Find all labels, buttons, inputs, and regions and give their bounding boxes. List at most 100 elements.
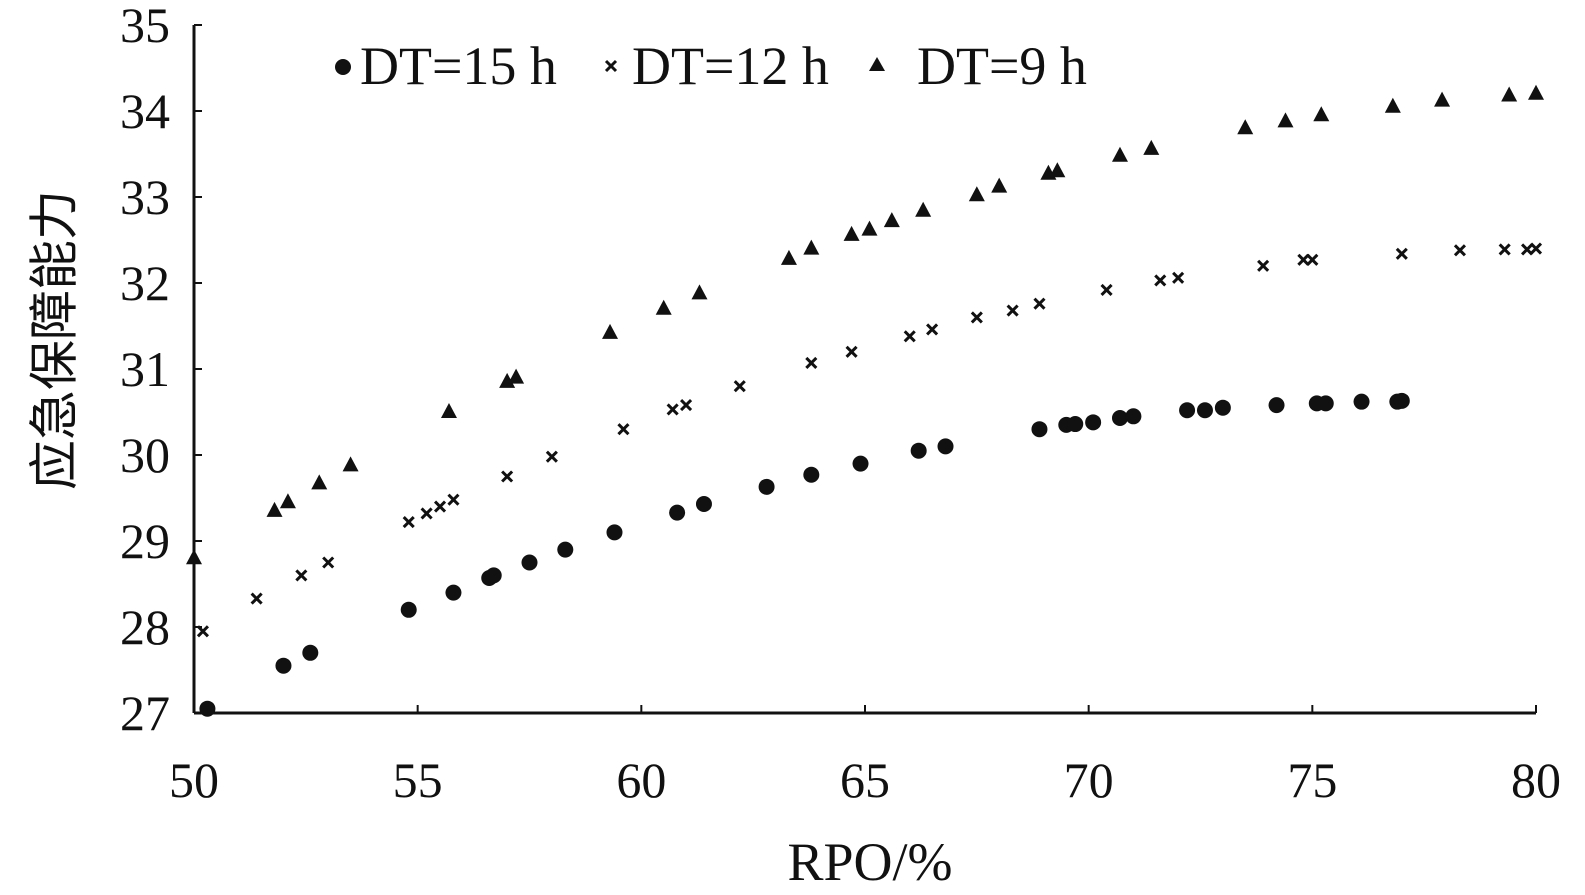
- data-point-circle: [1067, 416, 1084, 433]
- data-point-triangle: [1277, 112, 1294, 128]
- series-x: [196, 242, 1543, 638]
- x-tick-label: 70: [1064, 752, 1114, 808]
- data-point-x: [196, 625, 210, 638]
- series-circle: [199, 392, 1410, 717]
- data-point-circle: [937, 438, 954, 455]
- data-point-x: [1006, 304, 1019, 317]
- data-point-circle: [1353, 393, 1370, 410]
- data-point-triangle: [1384, 97, 1401, 113]
- legend: DT=15 h DT=12 h DT=9 h: [335, 36, 1087, 96]
- data-point-circle: [910, 442, 927, 459]
- legend-label-dt9: DT=9 h: [917, 36, 1087, 96]
- data-point-x: [420, 507, 433, 520]
- data-point-circle: [606, 524, 623, 541]
- data-point-x: [926, 323, 939, 336]
- x-tick-label: 55: [393, 752, 443, 808]
- y-tick-label: 28: [120, 599, 170, 655]
- y-axis-title: 应急保障能力: [26, 190, 84, 490]
- data-point-circle: [445, 584, 462, 601]
- axes: [192, 24, 1537, 715]
- y-tick-label: 34: [120, 83, 170, 139]
- data-point-circle: [302, 644, 319, 661]
- data-point-x: [680, 399, 693, 412]
- data-point-circle: [852, 455, 869, 472]
- y-tick-label: 30: [120, 427, 170, 483]
- data-point-x: [1172, 271, 1185, 284]
- data-point-triangle: [311, 474, 328, 490]
- x-tick-label: 80: [1511, 752, 1561, 808]
- x-tick-label: 50: [169, 752, 219, 808]
- data-point-triangle: [342, 456, 359, 472]
- data-point-x: [1498, 243, 1511, 256]
- data-point-circle: [1085, 414, 1102, 431]
- data-point-x: [1395, 247, 1408, 260]
- data-point-circle: [199, 700, 216, 717]
- data-point-x: [322, 556, 335, 569]
- data-point-triangle: [266, 501, 283, 517]
- data-point-x: [295, 569, 308, 582]
- data-point-circle: [521, 554, 538, 571]
- y-tick-label: 32: [120, 255, 170, 311]
- data-point-circle: [1268, 397, 1285, 414]
- data-point-x: [402, 516, 415, 529]
- data-point-triangle: [883, 212, 900, 228]
- data-point-triangle: [1237, 119, 1254, 135]
- data-point-x: [1257, 259, 1270, 272]
- data-point-x: [666, 403, 679, 416]
- legend-marker-circle: [335, 59, 351, 75]
- data-point-triangle: [499, 372, 516, 388]
- data-point-circle: [275, 657, 292, 674]
- data-point-triangle: [508, 368, 525, 384]
- data-point-x: [501, 470, 514, 483]
- data-point-triangle: [279, 493, 296, 509]
- data-point-x: [545, 450, 558, 463]
- data-point-x: [845, 345, 858, 358]
- data-point-x: [433, 500, 447, 513]
- legend-item-dt15: DT=15 h: [335, 36, 557, 96]
- data-point-triangle: [602, 323, 619, 339]
- data-point-circle: [1393, 392, 1410, 409]
- data-point-x: [903, 330, 916, 343]
- data-point-triangle: [1313, 106, 1330, 122]
- data-point-circle: [695, 496, 712, 513]
- data-point-circle: [1317, 395, 1334, 412]
- data-point-triangle: [1111, 146, 1128, 162]
- y-tick-label: 29: [120, 513, 170, 569]
- data-point-triangle: [691, 284, 708, 300]
- data-point-x: [1453, 244, 1467, 257]
- y-tick-label: 31: [120, 341, 170, 397]
- data-point-x: [970, 311, 983, 324]
- data-point-x: [733, 380, 746, 393]
- data-point-triangle: [1143, 139, 1160, 155]
- legend-label-dt15: DT=15 h: [360, 36, 557, 96]
- x-tick-labels: 50 55 60 65 70 75 80: [169, 752, 1561, 808]
- data-point-circle: [557, 541, 574, 558]
- x-tick-label: 65: [840, 752, 890, 808]
- series-triangle: [186, 84, 1544, 565]
- data-point-triangle: [968, 186, 985, 202]
- data-point-x: [1306, 253, 1319, 266]
- data-points: [186, 84, 1544, 717]
- legend-item-dt12: DT=12 h: [604, 36, 829, 96]
- data-point-x: [1154, 274, 1167, 287]
- data-point-x: [1529, 242, 1543, 255]
- data-point-x: [617, 423, 630, 436]
- legend-label-dt12: DT=12 h: [632, 36, 829, 96]
- x-tick-label: 75: [1287, 752, 1337, 808]
- data-point-triangle: [1434, 91, 1451, 107]
- legend-marker-x: [604, 59, 618, 73]
- x-tick-label: 60: [616, 752, 666, 808]
- data-point-x: [250, 592, 263, 605]
- data-point-circle: [1214, 399, 1231, 416]
- x-axis-title: RPO/%: [787, 832, 952, 892]
- data-point-circle: [669, 504, 686, 521]
- data-point-triangle: [1528, 84, 1544, 100]
- data-point-triangle: [440, 403, 457, 418]
- data-point-triangle: [915, 201, 932, 217]
- data-point-circle: [1125, 408, 1142, 425]
- data-point-triangle: [991, 177, 1008, 193]
- data-point-x: [805, 356, 818, 370]
- data-point-triangle: [803, 239, 820, 255]
- data-point-x: [1100, 283, 1113, 296]
